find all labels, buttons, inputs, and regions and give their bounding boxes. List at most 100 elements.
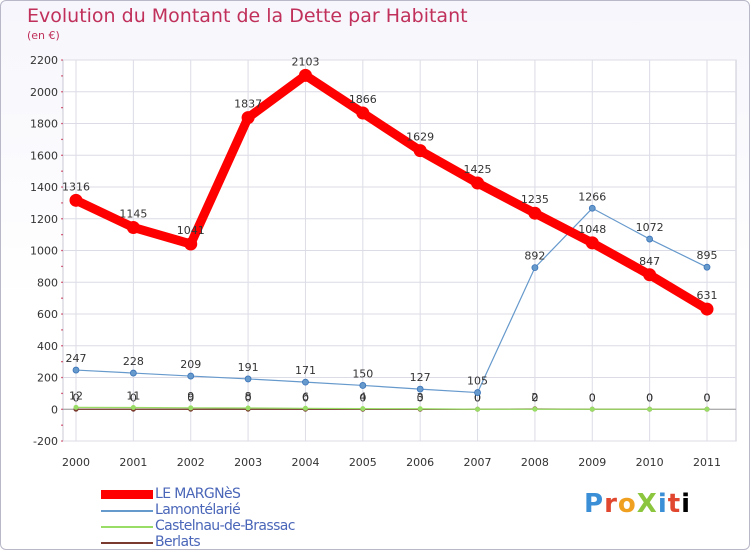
y-tick-label: 1800	[30, 118, 58, 131]
data-point	[72, 366, 80, 374]
data-point	[188, 405, 194, 411]
legend-label: Lamontélarié	[155, 502, 241, 518]
data-label: 247	[66, 352, 87, 365]
data-label: 6	[302, 390, 309, 403]
y-tick-label: 2000	[30, 86, 58, 99]
y-tick-label: 1200	[30, 213, 58, 226]
x-tick-label: 2011	[693, 456, 721, 469]
data-point	[588, 204, 596, 212]
x-tick-label: 2000	[62, 456, 90, 469]
data-label: 150	[352, 367, 373, 380]
data-label: 1072	[636, 221, 664, 234]
data-label: 11	[126, 390, 140, 403]
x-tick-label: 2006	[406, 456, 434, 469]
data-point	[413, 144, 427, 158]
legend-swatch	[101, 510, 153, 512]
data-label: 127	[410, 371, 431, 384]
data-label: 631	[697, 289, 718, 302]
y-minor-tick	[61, 360, 63, 363]
data-point	[416, 385, 424, 393]
legend-swatch	[101, 526, 153, 528]
y-minor-tick	[61, 122, 63, 125]
y-tick-label: 0	[51, 403, 58, 416]
y-tick-label: 600	[37, 308, 58, 321]
data-point	[298, 68, 312, 82]
series-line	[75, 207, 708, 394]
x-tick-label: 2004	[291, 456, 319, 469]
legend-label: Castelnau-de-Brassac	[155, 518, 295, 534]
data-point	[69, 193, 83, 207]
data-label: 895	[697, 249, 718, 262]
x-tick-label: 2008	[521, 456, 549, 469]
y-minor-tick	[61, 344, 63, 347]
data-label: 171	[295, 364, 316, 377]
y-tick-label: -200	[33, 435, 58, 448]
series-line	[75, 406, 708, 410]
data-label: 1145	[119, 207, 147, 220]
y-minor-tick	[61, 408, 63, 411]
y-minor-tick	[61, 440, 63, 442]
y-minor-tick	[61, 217, 63, 220]
data-point	[585, 236, 599, 250]
y-minor-tick	[61, 186, 63, 188]
data-label: 0	[646, 391, 653, 404]
y-minor-tick	[61, 297, 63, 299]
data-point	[302, 378, 309, 386]
legend-swatch	[101, 542, 153, 544]
data-point	[241, 111, 255, 125]
y-tick-label: 2200	[30, 54, 58, 67]
proxiti-logo: ProXiti	[584, 489, 692, 519]
data-label: 12	[69, 389, 83, 402]
x-tick-label: 2001	[119, 456, 147, 469]
data-label: 1235	[521, 193, 549, 206]
data-label: 0	[589, 391, 596, 404]
data-point	[360, 406, 366, 412]
y-tick-label: 1600	[30, 149, 58, 162]
data-label: 892	[524, 250, 545, 263]
y-minor-tick	[61, 392, 63, 395]
series-line	[71, 70, 712, 314]
x-tick-label: 2010	[636, 456, 664, 469]
data-label: 105	[467, 375, 488, 388]
y-tick-label: 800	[37, 276, 58, 289]
data-label: 1266	[578, 190, 606, 203]
y-minor-tick	[61, 154, 63, 157]
data-label: 1425	[464, 163, 492, 176]
y-minor-tick	[61, 75, 63, 77]
data-label: 1316	[62, 180, 90, 193]
y-tick-label: 400	[37, 340, 58, 353]
data-label: 8	[245, 390, 252, 403]
y-minor-tick	[61, 313, 63, 315]
data-label: 228	[123, 355, 144, 368]
data-point	[244, 375, 252, 383]
data-point	[532, 406, 538, 412]
data-point	[700, 302, 714, 316]
data-label: 3	[417, 391, 424, 404]
y-minor-tick	[61, 329, 63, 331]
data-label: 0	[130, 391, 137, 404]
data-label: 0	[302, 391, 309, 404]
data-point	[302, 405, 308, 411]
data-label: 9	[187, 390, 194, 403]
data-point	[474, 389, 481, 396]
data-label: 0	[73, 391, 80, 404]
data-label: 1048	[578, 223, 606, 236]
legend-label: Berlats	[155, 534, 201, 550]
y-minor-tick	[61, 138, 63, 141]
y-minor-tick	[61, 90, 63, 93]
data-label: 209	[180, 358, 201, 371]
y-minor-tick	[61, 265, 63, 268]
data-label: 1041	[177, 224, 205, 237]
data-point	[187, 372, 195, 380]
data-label: 2	[531, 391, 538, 404]
data-point	[129, 369, 137, 377]
data-label: 1866	[349, 93, 377, 106]
data-label: 1629	[406, 131, 434, 144]
data-label: 0	[704, 391, 711, 404]
data-point	[646, 235, 654, 243]
data-label: 0	[245, 391, 252, 404]
chart-title: Evolution du Montant de la Dette par Hab…	[27, 5, 468, 27]
data-label: 4	[359, 391, 366, 404]
legend-swatch	[101, 490, 153, 499]
data-point	[589, 406, 595, 412]
